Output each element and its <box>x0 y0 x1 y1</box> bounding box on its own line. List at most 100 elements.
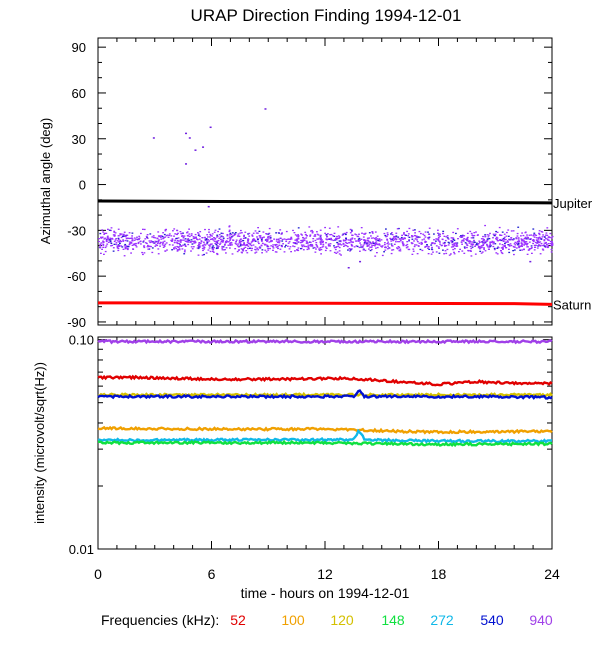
azimuth-point <box>222 236 224 238</box>
azimuth-point <box>252 238 255 240</box>
azimuth-point <box>363 233 366 235</box>
azimuth-point <box>351 230 353 232</box>
azimuth-point <box>128 243 131 245</box>
azimuth-point <box>168 233 171 235</box>
azimuth-point <box>104 237 107 239</box>
azimuth-point <box>266 233 268 235</box>
azimuth-point <box>445 252 448 255</box>
azimuth-point <box>181 235 183 237</box>
azimuth-point <box>112 247 115 249</box>
azimuth-point <box>504 244 506 246</box>
azimuth-point <box>200 241 203 243</box>
azimuth-point <box>385 246 387 249</box>
azimuth-point <box>215 240 218 242</box>
azimuth-point <box>301 240 304 243</box>
azimuth-point <box>347 249 349 251</box>
azimuth-point <box>374 238 376 240</box>
azimuth-point <box>242 237 245 239</box>
azimuth-point <box>551 244 554 246</box>
azimuth-point <box>337 235 340 237</box>
azimuth-point <box>266 240 268 243</box>
azimuth-point <box>492 243 495 245</box>
azimuth-point <box>325 247 328 249</box>
azimuth-point <box>140 232 142 235</box>
azimuth-point <box>249 243 252 245</box>
azimuth-point <box>120 236 123 239</box>
azimuth-point <box>330 237 332 240</box>
x-axis-label: time - hours on 1994-12-01 <box>241 585 410 601</box>
azimuth-point <box>540 242 543 245</box>
azimuth-point <box>467 250 470 252</box>
azimuth-point <box>375 243 378 245</box>
azimuth-point <box>443 241 446 244</box>
azimuth-point <box>515 238 518 240</box>
azimuth-point <box>111 244 114 247</box>
azimuth-point <box>527 238 530 240</box>
azimuth-point <box>515 237 518 239</box>
azimuth-point <box>486 245 489 247</box>
azimuth-point <box>250 241 253 243</box>
azimuth-point <box>272 246 274 248</box>
azimuth-point <box>103 238 106 240</box>
azimuth-point <box>160 235 163 237</box>
legend-item-272: 272 <box>430 612 454 628</box>
azimuth-point <box>393 235 396 238</box>
azimuth-point <box>212 249 215 251</box>
azimuth-point <box>350 248 353 250</box>
azimuth-point <box>454 242 457 244</box>
azimuth-point <box>397 241 399 243</box>
azimuth-point <box>339 240 342 242</box>
azimuth-point <box>492 241 495 244</box>
azimuth-point <box>419 248 422 251</box>
azimuth-point <box>494 233 497 235</box>
bottom-y-tick-label: 0.01 <box>69 542 94 557</box>
azimuth-point <box>424 231 427 233</box>
azimuth-point <box>503 245 506 248</box>
azimuth-point <box>177 237 180 239</box>
azimuth-point <box>495 230 497 233</box>
azimuth-point <box>294 239 297 241</box>
azimuth-point <box>120 245 123 247</box>
azimuth-point <box>242 250 245 252</box>
azimuth-outlier-point <box>207 205 210 208</box>
azimuth-point <box>427 247 429 249</box>
azimuth-point <box>218 228 221 230</box>
azimuth-point <box>379 240 381 242</box>
azimuth-point <box>187 238 190 240</box>
azimuth-point <box>131 238 134 240</box>
azimuth-point <box>150 240 153 242</box>
azimuth-point <box>357 239 360 242</box>
azimuth-point <box>517 246 520 248</box>
azimuth-point <box>501 231 504 233</box>
azimuth-point <box>551 241 553 243</box>
azimuth-point <box>516 232 519 235</box>
azimuth-point <box>363 239 366 241</box>
azimuth-outlier-point <box>185 132 188 135</box>
azimuth-point <box>267 245 270 247</box>
azimuth-point <box>211 238 214 240</box>
azimuth-point <box>112 250 115 252</box>
azimuth-point <box>320 240 323 242</box>
azimuth-point <box>179 231 182 233</box>
azimuth-point <box>537 245 539 247</box>
azimuth-point <box>122 239 124 241</box>
azimuth-point <box>392 237 395 239</box>
azimuth-point <box>297 236 300 238</box>
azimuth-point <box>544 242 547 245</box>
azimuth-point <box>151 241 153 243</box>
azimuth-point <box>336 251 339 253</box>
azimuth-point <box>283 238 286 240</box>
azimuth-point <box>486 240 489 242</box>
azimuth-point <box>213 247 215 249</box>
azimuth-point <box>417 236 420 238</box>
azimuth-point <box>164 230 167 232</box>
azimuth-point <box>521 239 524 242</box>
azimuth-point <box>152 235 155 237</box>
azimuth-point <box>313 235 316 237</box>
azimuth-point <box>501 244 504 246</box>
azimuth-point <box>137 242 140 245</box>
azimuth-point <box>179 241 182 243</box>
azimuth-point <box>524 236 527 238</box>
azimuth-point <box>276 245 279 247</box>
azimuth-point <box>305 242 308 244</box>
